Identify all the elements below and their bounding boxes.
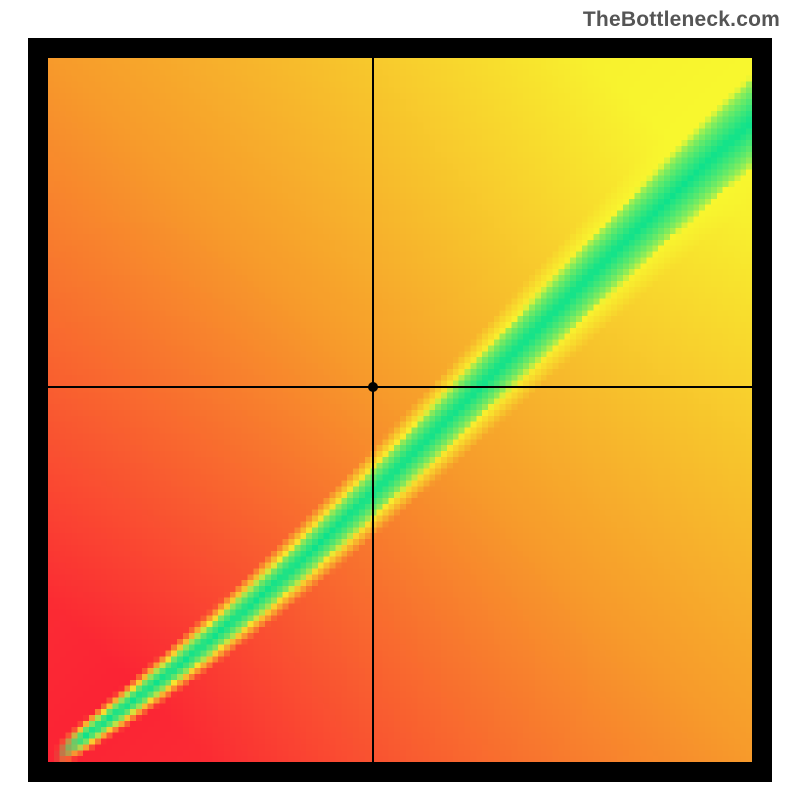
- plot-frame: [28, 38, 772, 782]
- heatmap-canvas: [48, 58, 752, 762]
- page-container: TheBottleneck.com: [0, 0, 800, 800]
- watermark-text: TheBottleneck.com: [583, 8, 780, 32]
